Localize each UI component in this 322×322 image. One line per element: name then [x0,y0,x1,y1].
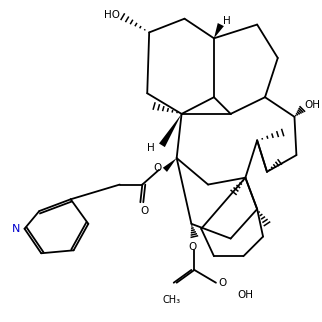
Text: H: H [147,143,155,153]
Text: O: O [188,242,196,252]
Text: OH: OH [304,100,320,110]
Text: O: O [218,278,226,288]
Text: O: O [140,206,148,216]
Text: HO: HO [104,10,120,20]
Text: H: H [223,16,231,26]
Text: OH: OH [238,290,253,300]
Text: N: N [12,224,21,234]
Text: O: O [154,163,162,173]
Text: CH₃: CH₃ [163,296,181,306]
Polygon shape [163,158,177,172]
Polygon shape [214,23,224,38]
Polygon shape [159,114,182,147]
